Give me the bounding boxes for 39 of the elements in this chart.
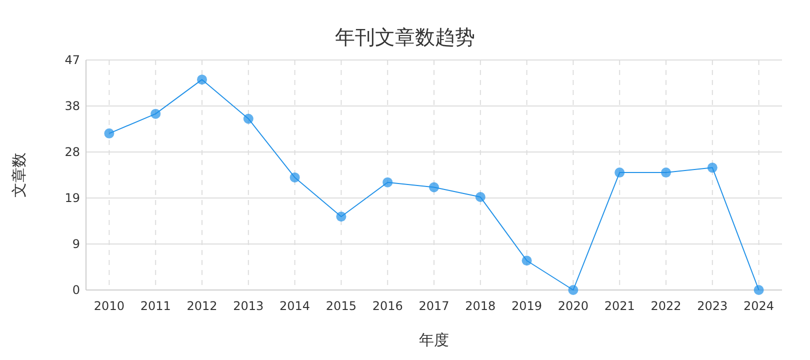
- x-tick-label: 2014: [280, 299, 310, 313]
- x-tick-label: 2020: [558, 299, 588, 313]
- point: [336, 212, 346, 222]
- x-tick-label: 2012: [186, 299, 218, 313]
- x-tick-label: 2015: [326, 299, 356, 313]
- point: [197, 74, 207, 85]
- y-tick-label: 47: [64, 53, 80, 67]
- x-tick-label: 2013: [233, 299, 264, 313]
- y-tick-label: 19: [64, 191, 80, 205]
- x-tick-label: 2018: [465, 299, 496, 313]
- point: [475, 192, 486, 202]
- point: [614, 168, 625, 178]
- chart-title: 年刊文章数趋势: [335, 25, 475, 49]
- x-tick-label: 2024: [744, 299, 774, 313]
- x-tick-label: 2017: [418, 299, 450, 313]
- point: [707, 162, 718, 173]
- x-tick-label: 2023: [697, 299, 728, 313]
- x-tick-label: 2021: [604, 299, 635, 313]
- y-tick-label: 0: [72, 283, 80, 297]
- y-axis-title: 文章数: [10, 152, 28, 198]
- point: [150, 108, 161, 119]
- x-tick-label: 2022: [650, 299, 682, 313]
- point: [382, 177, 393, 188]
- x-axis-title: 年度: [419, 331, 449, 349]
- y-tick-label: 28: [64, 145, 80, 159]
- point: [243, 114, 254, 124]
- point: [754, 285, 764, 295]
- x-tick-label: 2016: [372, 299, 403, 313]
- x-tick-label: 2011: [140, 299, 171, 313]
- point: [661, 168, 671, 178]
- point: [568, 285, 578, 295]
- x-tick-label: 2019: [512, 299, 542, 313]
- x-tick-label: 2010: [94, 299, 124, 313]
- point: [522, 256, 532, 266]
- y-tick-label: 9: [72, 237, 80, 251]
- point: [429, 182, 439, 192]
- point: [104, 128, 114, 138]
- y-tick-label: 38: [64, 99, 80, 113]
- point: [290, 172, 300, 182]
